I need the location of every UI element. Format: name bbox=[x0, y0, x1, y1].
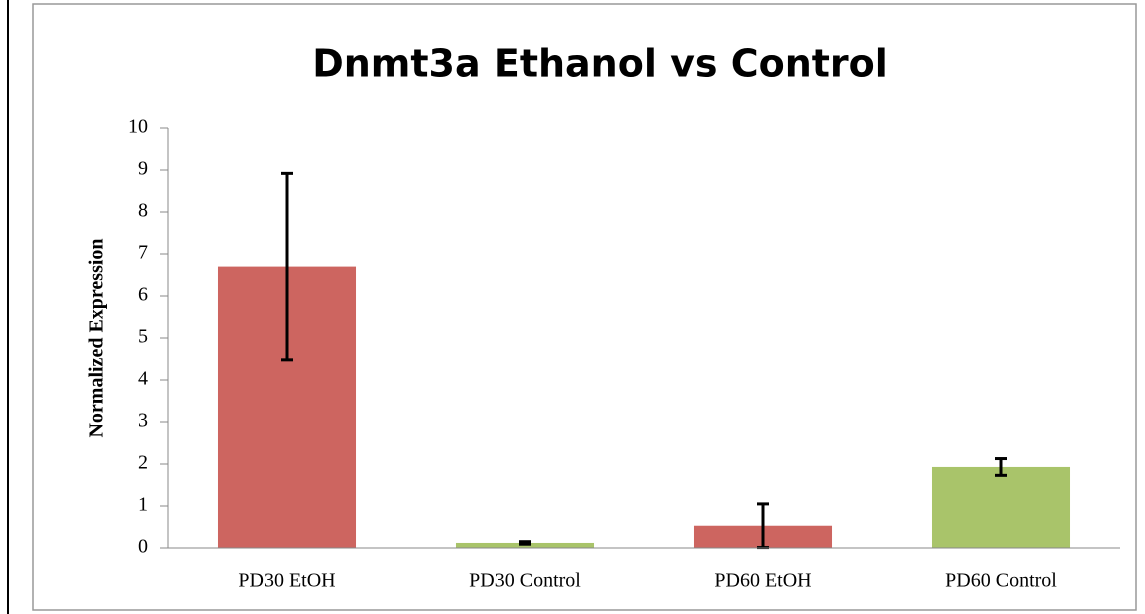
y-tick-label: 10 bbox=[128, 116, 148, 138]
y-tick-label: 5 bbox=[138, 326, 148, 348]
x-tick-label: PD60 EtOH bbox=[714, 570, 811, 592]
y-tick-label: 1 bbox=[138, 494, 148, 516]
x-tick-label: PD30 EtOH bbox=[238, 570, 335, 592]
x-tick-label: PD30 Control bbox=[469, 570, 581, 592]
y-tick-label: 0 bbox=[138, 536, 148, 558]
x-tick-label: PD60 Control bbox=[945, 570, 1057, 592]
y-axis-label: Normalized Expression bbox=[86, 238, 108, 437]
error-bar bbox=[995, 457, 1007, 477]
chart-title: Dnmt3a Ethanol vs Control bbox=[312, 42, 888, 86]
bar bbox=[931, 466, 1071, 548]
error-bar bbox=[281, 171, 293, 362]
y-tick-label: 3 bbox=[138, 410, 148, 432]
y-tick-label: 9 bbox=[138, 158, 148, 180]
y-tick-label: 2 bbox=[138, 452, 148, 474]
error-bar bbox=[519, 540, 531, 546]
y-tick-label: 7 bbox=[138, 242, 148, 264]
y-tick-label: 8 bbox=[138, 200, 148, 222]
y-tick-label: 4 bbox=[138, 368, 148, 390]
y-tick-label: 6 bbox=[138, 284, 148, 306]
